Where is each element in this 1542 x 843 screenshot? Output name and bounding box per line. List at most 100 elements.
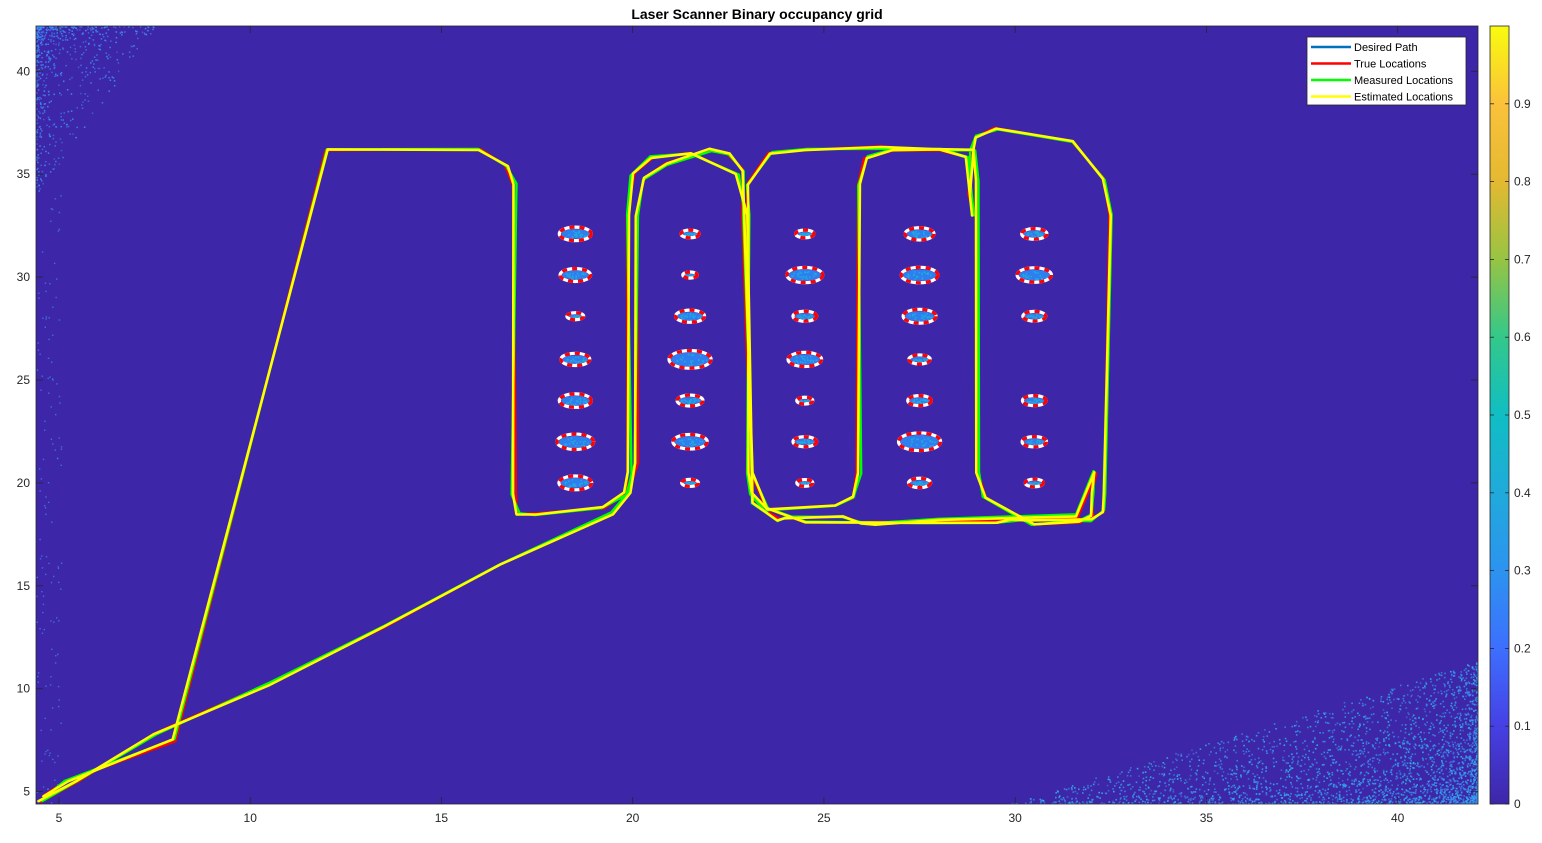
obstacle <box>791 435 819 449</box>
obstacle-ring-dash <box>795 395 815 406</box>
legend-label: True Locations <box>1354 59 1427 71</box>
obstacle-ring-dash <box>680 477 701 489</box>
obstacle-ring-dash <box>557 225 593 243</box>
obstacle-ring-dash <box>786 350 824 369</box>
obstacle-fill <box>561 229 590 239</box>
y-tick-label: 25 <box>17 373 31 387</box>
y-tick-label: 15 <box>17 579 31 593</box>
legend: Desired Path True Locations Measured Locat… <box>1306 36 1467 106</box>
colorbar-tick-label: 0.4 <box>1514 486 1531 500</box>
obstacle <box>681 270 699 280</box>
obstacle <box>795 395 815 406</box>
obstacle-ring-dash <box>907 353 932 366</box>
obstacle <box>555 432 596 452</box>
obstacle-ring-dash <box>1020 226 1049 241</box>
x-tick-label: 25 <box>817 811 831 825</box>
obstacle-ring-dash <box>559 351 592 368</box>
colorbar-tick-label: 0.6 <box>1514 330 1531 344</box>
obstacle-fill <box>900 434 939 449</box>
obstacle-ring-dash <box>557 474 594 492</box>
colorbar-tick-label: 0.8 <box>1514 175 1531 189</box>
obstacle-ring-dash <box>906 476 933 490</box>
obstacle <box>559 351 592 368</box>
plot-area <box>36 26 1478 804</box>
obstacle-ring-dash <box>555 432 596 452</box>
legend-label: Desired Path <box>1354 42 1418 54</box>
obstacle <box>557 392 593 409</box>
obstacle-ring-dash <box>667 348 713 370</box>
obstacle-ring-dash <box>679 228 701 240</box>
y-tick-label: 10 <box>17 682 31 696</box>
obstacle <box>907 353 932 366</box>
colorbar-tick-label: 0.7 <box>1514 252 1531 266</box>
obstacle-ring-dash <box>795 477 815 488</box>
obstacle <box>558 267 593 284</box>
obstacle <box>791 309 819 323</box>
obstacle-ring-dash <box>558 267 593 284</box>
x-tick-label: 30 <box>1009 811 1023 825</box>
obstacle <box>1023 477 1046 489</box>
obstacle-ring-dash <box>673 308 707 324</box>
obstacle-ring-dash <box>1021 309 1048 323</box>
obstacle-ring-dash <box>903 226 936 242</box>
colorbar-tick-label: 0.3 <box>1514 564 1531 578</box>
y-axis: 5 10 15 20 25 30 35 40 <box>17 64 1478 799</box>
obstacle-fill <box>562 355 588 364</box>
obstacle <box>671 432 709 451</box>
obstacle-ring-dash <box>791 309 819 323</box>
obstacle <box>899 265 940 285</box>
obstacle-ring-dash <box>681 270 699 280</box>
colorbar-tick-label: 0 <box>1514 797 1521 811</box>
obstacle <box>680 477 701 489</box>
obstacle <box>901 307 938 325</box>
series-line <box>37 127 1112 803</box>
obstacle-ring-dash <box>675 393 705 408</box>
obstacle <box>1020 394 1048 408</box>
colorbar-axis: 0 0.1 0.2 0.3 0.4 0.5 0.6 0.7 0.8 0.9 <box>1490 97 1531 811</box>
plot-frame <box>35 25 1479 805</box>
obstacle <box>906 476 933 490</box>
obstacle-fill <box>562 270 589 280</box>
x-tick-label: 10 <box>244 811 258 825</box>
obstacle <box>675 393 705 408</box>
obstacle <box>1020 435 1049 449</box>
obstacle-ring-dash <box>785 265 825 285</box>
obstacle <box>785 265 825 285</box>
obstacle <box>786 350 824 369</box>
x-tick-label: 40 <box>1391 811 1405 825</box>
obstacle <box>679 228 701 240</box>
colorbar-tick-label: 0.9 <box>1514 97 1531 111</box>
obstacle <box>1015 266 1054 284</box>
obstacles <box>555 225 1054 492</box>
obstacle-fill <box>1024 313 1044 320</box>
obstacle-ring-dash <box>1015 266 1054 284</box>
obstacle-ring-dash <box>565 311 586 322</box>
obstacle <box>896 431 943 453</box>
obstacle-fill <box>788 269 821 281</box>
path-series <box>37 126 1113 803</box>
y-tick-label: 40 <box>17 64 31 78</box>
obstacle <box>667 348 713 370</box>
y-tick-label: 35 <box>17 167 31 181</box>
obstacle-ring-dash <box>671 432 709 451</box>
obstacle <box>795 477 815 488</box>
obstacle-ring-dash <box>1020 394 1048 408</box>
obstacle-ring-dash <box>901 307 938 325</box>
obstacle-ring-dash <box>899 265 940 285</box>
x-axis: 5 10 15 20 25 30 35 40 <box>56 26 1405 825</box>
obstacle-ring-dash <box>791 435 819 449</box>
obstacle-ring-dash <box>794 228 816 240</box>
x-tick-label: 35 <box>1200 811 1214 825</box>
colorbar-tick-label: 0.1 <box>1514 719 1531 733</box>
colorbar-tick-label: 0.2 <box>1514 641 1531 655</box>
obstacle-fill <box>674 436 706 447</box>
obstacle <box>1021 309 1048 323</box>
obstacle <box>906 394 934 408</box>
obstacle <box>565 311 586 322</box>
obstacle-ring-dash <box>896 431 943 453</box>
obstacle <box>794 228 816 240</box>
obstacle <box>673 308 707 324</box>
colorbar-tick-label: 0.5 <box>1514 408 1531 422</box>
obstacle-ring-dash <box>557 392 593 409</box>
